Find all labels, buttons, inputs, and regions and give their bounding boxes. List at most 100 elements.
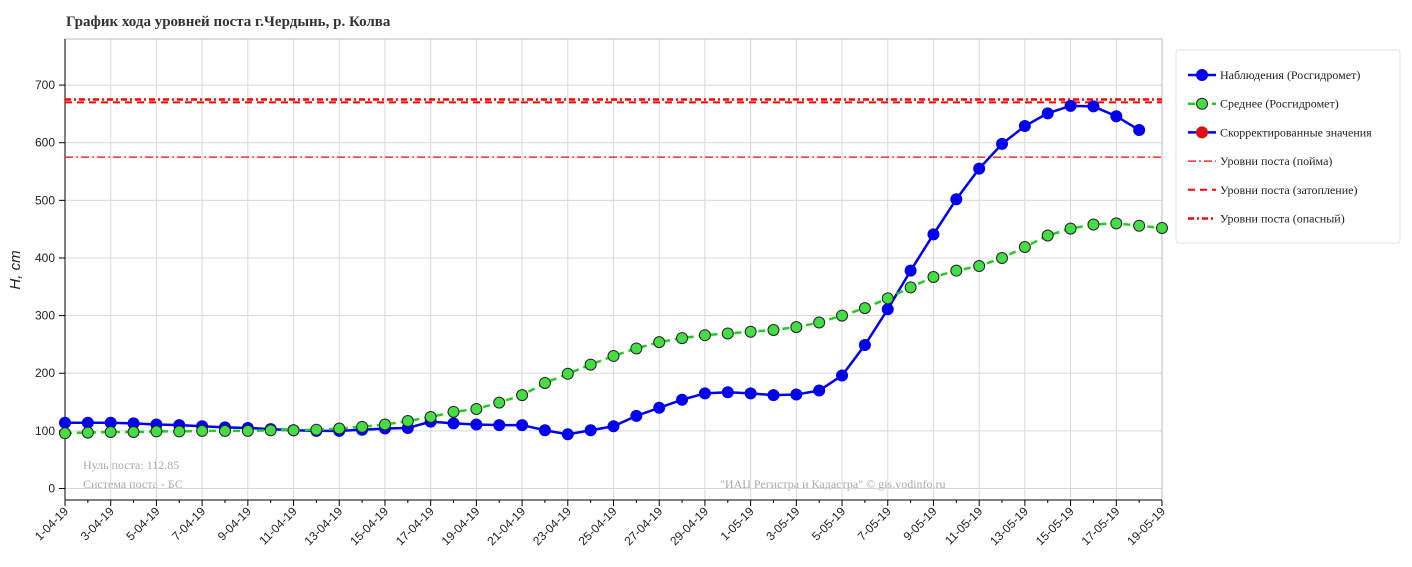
data-point xyxy=(996,251,1009,264)
x-tick-label: 1-04-19 xyxy=(32,504,71,543)
legend-label: Уровни поста (пойма) xyxy=(1220,154,1332,168)
y-tick-label: 700 xyxy=(35,78,55,92)
data-point xyxy=(927,228,940,241)
annotation: Нуль поста: 112.85 xyxy=(83,458,179,472)
x-tick-label: 23-04-19 xyxy=(530,504,574,548)
legend-marker xyxy=(1196,97,1208,110)
data-point xyxy=(401,415,414,428)
data-point xyxy=(196,424,209,437)
data-point xyxy=(630,342,643,355)
data-point xyxy=(310,423,323,436)
x-tick-label: 7-05-19 xyxy=(855,504,894,543)
data-point xyxy=(493,396,506,409)
data-point xyxy=(767,389,780,402)
chart-title: График хода уровней поста г.Чердынь, р. … xyxy=(66,14,391,30)
data-point xyxy=(264,424,277,437)
data-point xyxy=(1018,120,1031,133)
x-tick-label: 21-04-19 xyxy=(484,504,528,548)
x-tick-label: 5-05-19 xyxy=(809,504,848,543)
x-tick-label: 27-04-19 xyxy=(621,504,665,548)
data-point xyxy=(973,260,986,273)
data-point xyxy=(630,409,643,422)
data-point xyxy=(607,349,620,362)
data-point xyxy=(881,292,894,305)
data-point xyxy=(927,270,940,283)
x-tick-label: 15-05-19 xyxy=(1033,504,1077,548)
data-point xyxy=(538,424,551,437)
data-point xyxy=(1064,99,1077,112)
x-tick-label: 9-04-19 xyxy=(215,504,254,543)
data-point xyxy=(1087,100,1100,113)
data-point xyxy=(1110,217,1123,230)
data-point xyxy=(127,426,140,439)
data-point xyxy=(424,411,437,424)
x-tick-label: 11-04-19 xyxy=(256,504,299,547)
data-point xyxy=(561,367,574,380)
x-tick-label: 13-05-19 xyxy=(987,504,1031,548)
x-tick-label: 19-05-19 xyxy=(1124,504,1168,548)
x-tick-label: 13-04-19 xyxy=(301,504,345,548)
legend-label: Наблюдения (Росгидромет) xyxy=(1220,68,1360,82)
y-tick-label: 600 xyxy=(35,136,55,150)
data-point xyxy=(150,425,163,438)
data-point xyxy=(950,193,963,206)
data-point xyxy=(996,137,1009,150)
y-tick-label: 0 xyxy=(48,481,55,495)
x-tick-label: 19-04-19 xyxy=(439,504,483,548)
data-point xyxy=(584,424,597,437)
data-point xyxy=(904,264,917,277)
data-point xyxy=(676,332,689,345)
data-point xyxy=(767,324,780,337)
data-point xyxy=(1133,124,1146,137)
legend-marker xyxy=(1196,69,1208,81)
data-point xyxy=(516,389,529,402)
x-tick-label: 17-04-19 xyxy=(393,504,437,548)
data-point xyxy=(447,405,460,418)
data-point xyxy=(81,426,94,439)
data-point xyxy=(607,420,620,433)
data-point xyxy=(333,422,346,435)
data-point xyxy=(790,388,803,401)
annotation: Система поста - БС xyxy=(83,477,183,491)
data-point xyxy=(1041,107,1054,120)
x-tick-label: 5-04-19 xyxy=(123,504,162,543)
data-point xyxy=(241,424,254,437)
data-point xyxy=(813,384,826,397)
data-point xyxy=(59,427,71,440)
data-point xyxy=(721,386,734,399)
data-point xyxy=(356,420,369,433)
data-point xyxy=(59,416,71,429)
data-point xyxy=(378,418,391,431)
data-point xyxy=(470,418,483,431)
data-point xyxy=(836,309,849,322)
data-point xyxy=(744,325,757,338)
legend-label: Скорректированные значения xyxy=(1220,125,1372,139)
x-tick-label: 3-05-19 xyxy=(763,504,802,543)
data-point xyxy=(516,419,529,432)
data-point xyxy=(836,369,849,382)
data-point xyxy=(653,401,666,414)
x-tick-label: 17-05-19 xyxy=(1079,504,1123,548)
legend-box xyxy=(1175,49,1401,244)
legend-marker xyxy=(1196,126,1208,139)
x-tick-label: 15-04-19 xyxy=(347,504,391,548)
data-point xyxy=(1018,241,1031,254)
data-point xyxy=(287,424,300,437)
y-tick-label: 300 xyxy=(35,309,55,323)
data-point xyxy=(218,424,231,437)
data-point xyxy=(1087,218,1100,231)
legend-label: Среднее (Росгидромет) xyxy=(1220,97,1339,111)
y-tick-label: 100 xyxy=(35,424,55,438)
data-point xyxy=(653,336,666,349)
data-point xyxy=(881,303,894,316)
data-point xyxy=(676,393,689,406)
data-point xyxy=(584,358,597,371)
x-tick-label: 9-05-19 xyxy=(900,504,939,543)
data-point xyxy=(1156,222,1168,235)
legend-label: Уровни поста (затопление) xyxy=(1220,183,1357,197)
x-tick-label: 1-05-19 xyxy=(718,504,757,543)
y-axis-label: H, cm xyxy=(7,250,24,289)
data-point xyxy=(858,302,871,315)
data-point xyxy=(744,387,757,400)
data-point xyxy=(950,264,963,277)
